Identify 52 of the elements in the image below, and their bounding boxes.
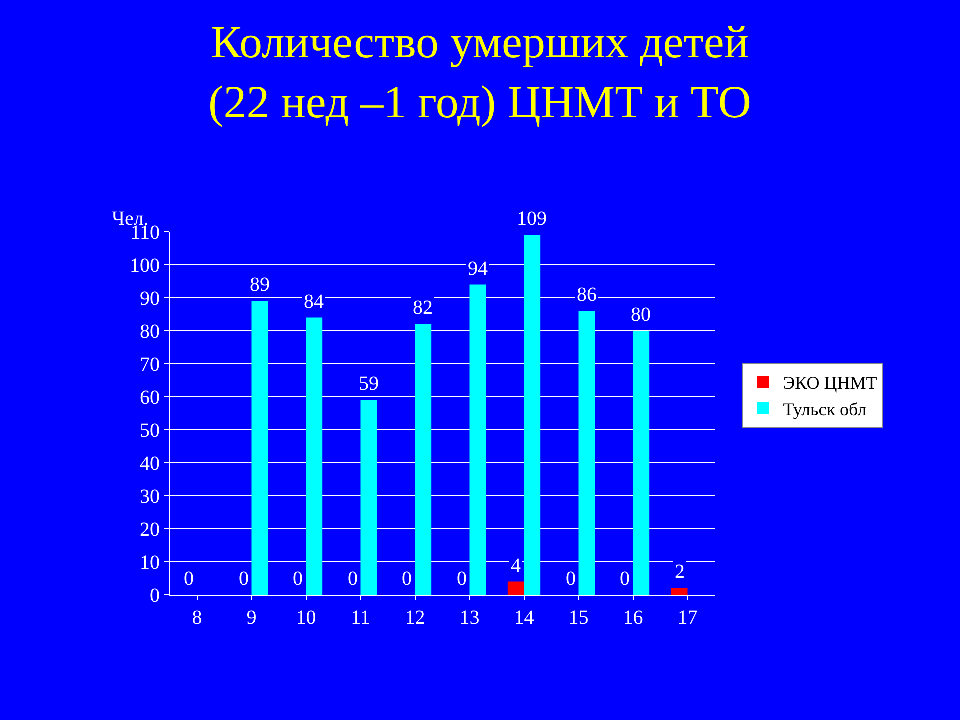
data-label: 0: [620, 568, 630, 590]
data-label: 0: [348, 568, 358, 590]
y-tick-label: 90: [140, 288, 160, 310]
x-tick-label: 12: [405, 607, 426, 629]
bar: [470, 284, 486, 595]
bar: [508, 582, 524, 595]
data-label: 94: [468, 258, 488, 280]
data-label: 86: [577, 284, 597, 306]
y-tick-label: 10: [140, 552, 160, 574]
x-tick-label: 10: [296, 607, 316, 629]
data-label: 2: [675, 561, 685, 583]
bar: [578, 311, 596, 595]
x-tick-label: 13: [460, 607, 480, 629]
legend-label: ЭКО ЦНМТ: [783, 373, 878, 394]
data-label: 0: [293, 568, 303, 590]
x-tick-label: 17: [678, 607, 698, 629]
bar: [360, 400, 378, 595]
bar: [306, 318, 323, 595]
data-label: 0: [239, 568, 249, 590]
y-tick-label: 70: [140, 354, 160, 376]
data-label: 4: [511, 555, 521, 577]
data-label: 0: [184, 568, 194, 590]
bar: [524, 235, 541, 595]
legend-label: Тульск обл: [783, 399, 867, 420]
x-tick-label: 8: [192, 607, 202, 629]
data-label: 0: [402, 568, 412, 590]
data-label: 0: [457, 568, 467, 590]
x-tick-label: 11: [351, 607, 370, 629]
data-label: 89: [250, 274, 270, 296]
y-tick-label: 0: [150, 585, 160, 607]
x-tick-label: 16: [623, 607, 644, 629]
x-tick-label: 15: [568, 607, 589, 629]
y-tick-label: 80: [140, 321, 160, 343]
data-label: 0: [566, 568, 576, 590]
bar: [252, 301, 268, 595]
chart-title: Количество умерших детей (22 нед –1 год) ЦНМТ и ТО: [208, 16, 752, 128]
y-tick-label: 60: [140, 387, 160, 409]
x-tick-label: 14: [514, 607, 534, 629]
data-label: 84: [304, 291, 324, 313]
data-label: 82: [413, 297, 433, 319]
bar: [671, 588, 688, 595]
y-tick-label: 50: [140, 420, 160, 442]
data-label: 109: [517, 208, 547, 230]
y-tick-label: 30: [140, 486, 160, 508]
data-label: 59: [359, 373, 379, 395]
y-tick-label: 20: [140, 519, 160, 541]
data-label: 80: [631, 304, 651, 326]
bar: [415, 324, 432, 595]
bar: [633, 331, 650, 595]
x-tick-label: 9: [246, 607, 257, 629]
y-tick-label: 100: [130, 255, 160, 277]
y-tick-label: 40: [140, 453, 160, 475]
